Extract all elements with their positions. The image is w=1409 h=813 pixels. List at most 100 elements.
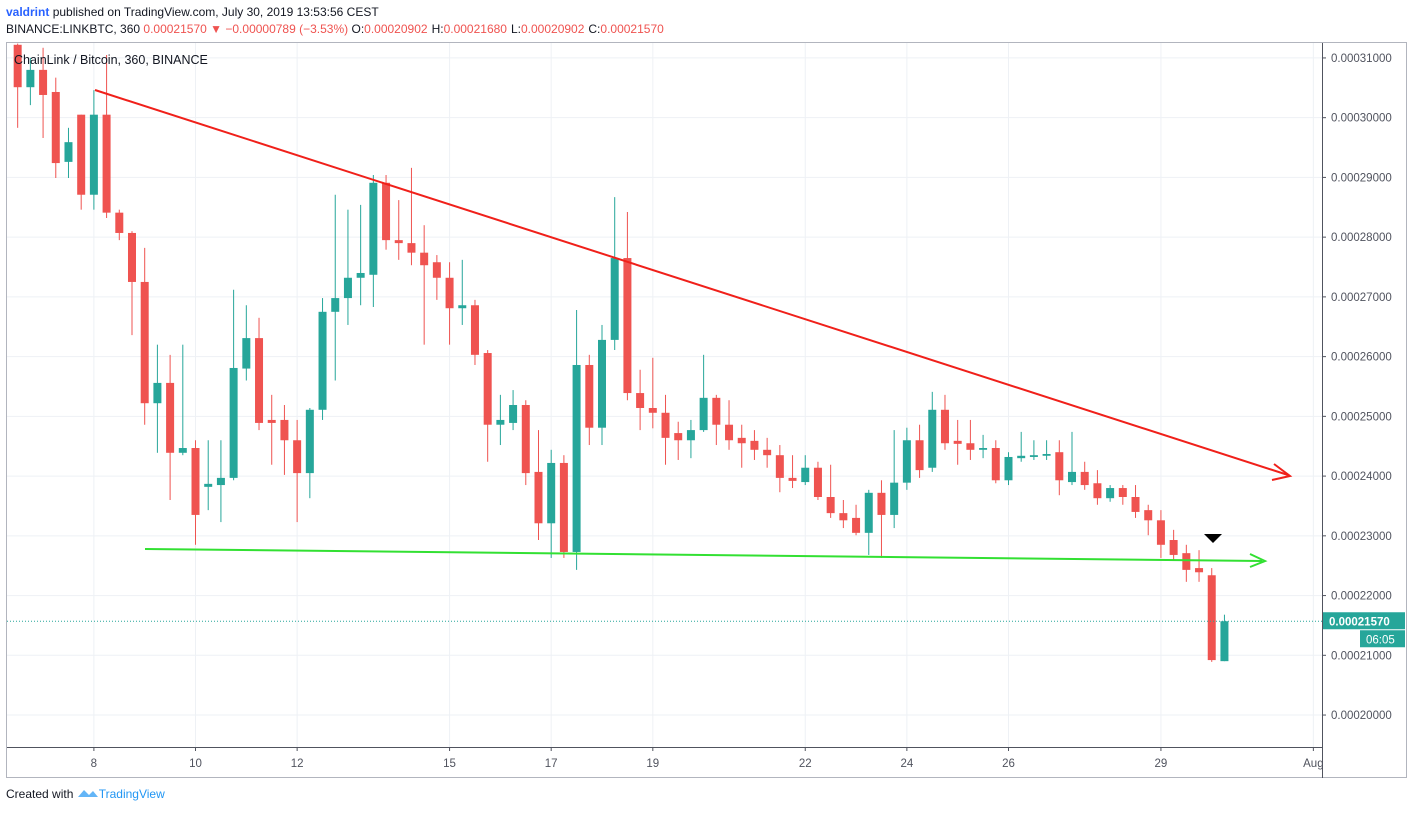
candle-body xyxy=(915,440,924,471)
candle-body xyxy=(229,367,238,478)
candle-body xyxy=(1131,497,1140,512)
candle-body xyxy=(483,353,492,425)
candle-body xyxy=(864,492,873,533)
y-tick-label: 0.00028000 xyxy=(1331,232,1392,244)
ohlc-label: C: xyxy=(588,22,601,36)
ohlc-value: 0.00021570 xyxy=(600,22,664,36)
candle-body xyxy=(737,437,746,444)
candle-body xyxy=(140,281,149,404)
candle-body xyxy=(661,412,670,438)
candle-body xyxy=(674,433,683,441)
candle-body xyxy=(343,277,352,299)
x-tick-label: 10 xyxy=(189,758,202,770)
candle-body xyxy=(1144,510,1153,521)
candle-body xyxy=(51,91,60,164)
candle-body xyxy=(26,69,35,88)
arrow-head xyxy=(1249,553,1268,568)
x-tick-label: 26 xyxy=(1002,758,1015,770)
marker xyxy=(1204,534,1222,543)
symbol: BINANCE:LINKBTC, 360 xyxy=(6,22,141,36)
candle-body xyxy=(966,443,975,450)
candle-body xyxy=(242,338,251,369)
published: published on TradingView.com, July 30, 2… xyxy=(52,5,379,19)
ohlc: O:0.00020902 H:0.00021680 L:0.00020902 C:0.… xyxy=(351,22,663,36)
change: −0.00000789 (−3.53%) xyxy=(225,22,349,36)
header-line-1: valdrint published on TradingView.com, J… xyxy=(6,5,379,19)
chart-title: ChainLink / Bitcoin, 360, BINANCE xyxy=(14,53,208,67)
candle-body xyxy=(39,69,48,95)
chart-frame xyxy=(6,42,1407,778)
candle-body xyxy=(813,467,822,498)
candle-body xyxy=(559,462,568,552)
candle-body xyxy=(382,182,391,241)
candle-body xyxy=(153,382,162,404)
x-tick-label: 12 xyxy=(291,758,304,770)
candle-body xyxy=(280,419,289,441)
candle-body xyxy=(725,424,734,441)
y-tick-label: 0.00021000 xyxy=(1331,650,1392,662)
candle-body xyxy=(89,114,98,195)
candle-body xyxy=(394,240,403,244)
candle-body xyxy=(470,305,479,355)
candle-body xyxy=(318,311,327,410)
y-tick-label: 0.00031000 xyxy=(1331,53,1392,65)
x-tick-label: 15 xyxy=(443,758,456,770)
candle-body xyxy=(407,243,416,253)
countdown: 06:05 xyxy=(1366,634,1395,646)
candle-body xyxy=(1182,553,1191,570)
candle-body xyxy=(191,448,200,515)
candle-body xyxy=(623,258,632,394)
y-tick-label: 0.00030000 xyxy=(1331,113,1392,125)
candle-body xyxy=(1106,488,1115,499)
candle-body xyxy=(1042,453,1051,456)
candle-body xyxy=(940,409,949,444)
x-tick-label: Aug xyxy=(1303,758,1323,770)
candle-body xyxy=(547,462,556,524)
footer-brand[interactable]: TradingView xyxy=(98,787,165,801)
candle-body xyxy=(432,262,441,278)
candle-body xyxy=(852,517,861,533)
candle-body xyxy=(77,114,86,195)
candle-body xyxy=(572,364,581,552)
candle-body xyxy=(610,258,619,340)
candle-body xyxy=(991,448,1000,481)
y-tick-label: 0.00027000 xyxy=(1331,292,1392,304)
candle-body xyxy=(1207,575,1216,661)
candle-body xyxy=(445,277,454,309)
candle-body xyxy=(305,409,314,474)
candle-body xyxy=(712,397,721,425)
candle-body xyxy=(598,339,607,428)
candle-body xyxy=(1017,455,1026,459)
candle-body xyxy=(1080,471,1089,486)
y-tick-label: 0.00025000 xyxy=(1331,411,1392,423)
arrow-head xyxy=(1271,463,1293,481)
candle-body xyxy=(902,440,911,483)
author[interactable]: valdrint xyxy=(6,5,50,19)
candle-body xyxy=(979,448,988,450)
candle-body xyxy=(204,483,213,487)
y-tick-label: 0.00026000 xyxy=(1331,352,1392,364)
candle-body xyxy=(1169,540,1178,555)
candle-body xyxy=(1029,455,1038,457)
last-price: 0.00021570 xyxy=(143,22,207,36)
candle-body xyxy=(178,448,187,453)
candle-body xyxy=(686,430,695,441)
y-tick-label: 0.00029000 xyxy=(1331,172,1392,184)
ohlc-label: H: xyxy=(431,22,444,36)
ohlc-value: 0.00021680 xyxy=(443,22,507,36)
footer-prefix: Created with xyxy=(6,787,74,801)
x-tick-label: 22 xyxy=(799,758,812,770)
candle-body xyxy=(127,232,136,282)
tv-logo xyxy=(77,790,98,797)
candle-body xyxy=(1004,456,1013,481)
candle-body xyxy=(928,409,937,468)
price-label-box xyxy=(1323,612,1405,630)
ohlc-value: 0.00020902 xyxy=(520,22,585,36)
candle-body xyxy=(826,497,835,514)
candle-body xyxy=(115,212,124,233)
ohlc-label: O: xyxy=(351,22,365,36)
resistance-trend-line xyxy=(94,89,1289,476)
candle-body xyxy=(420,252,429,266)
candle-body xyxy=(699,397,708,431)
x-tick-label: 24 xyxy=(900,758,913,770)
